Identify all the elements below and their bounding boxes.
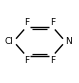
Text: F: F bbox=[24, 56, 29, 65]
Text: N: N bbox=[65, 37, 72, 46]
Text: F: F bbox=[50, 56, 55, 65]
Text: Cl: Cl bbox=[5, 37, 14, 46]
Text: F: F bbox=[50, 18, 55, 27]
Text: F: F bbox=[24, 18, 29, 27]
